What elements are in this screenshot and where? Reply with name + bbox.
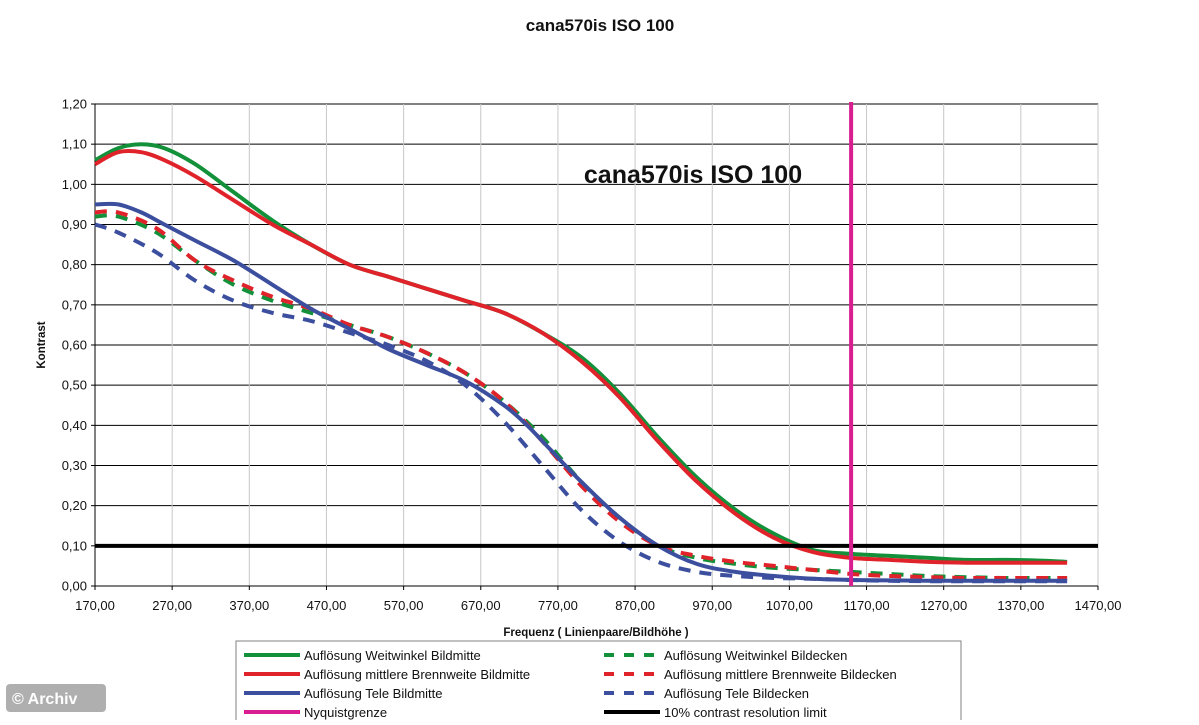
- series-line-aufl-sung-mittlere-brennweite-bildmitte: [94, 148, 1068, 565]
- x-tick-label-12: 1370,00: [997, 598, 1044, 613]
- y-tick-label-8: 0,80: [62, 257, 87, 272]
- x-tick-label-11: 1270,00: [920, 598, 967, 613]
- x-tick-label-2: 370,00: [229, 598, 269, 613]
- y-tick-label-6: 0,60: [62, 338, 87, 353]
- series-lines: [94, 102, 1098, 586]
- series-line-aufl-sung-mittlere-brennweite-bildecken: [94, 209, 1068, 581]
- legend: Auflösung Weitwinkel Bildmitte Auflösung …: [235, 640, 962, 722]
- y-tick-label-3: 0,30: [62, 458, 87, 473]
- y-tick-label-7: 0,70: [62, 297, 87, 312]
- y-tick-label-1: 0,10: [62, 538, 87, 553]
- x-axis-ticks: 170,00 270,00 370,00 470,00 570,00 670,00 770,…: [75, 586, 1122, 613]
- x-tick-label-1: 270,00: [152, 598, 192, 613]
- y-tick-label-10: 1,00: [62, 177, 87, 192]
- y-tick-label-11: 1,10: [62, 137, 87, 152]
- x-tick-label-9: 1070,00: [766, 598, 813, 613]
- y-tick-label-2: 0,20: [62, 498, 87, 513]
- x-tick-label-7: 870,00: [615, 598, 655, 613]
- legend-label-10-contrast-resolution-limit: 10% contrast resolution limit: [664, 705, 827, 720]
- legend-label-aufl-sung-weitwinkel-bildmitte: Auflösung Weitwinkel Bildmitte: [304, 648, 481, 663]
- y-tick-label-12: 1,20: [62, 97, 87, 112]
- credit-background: [6, 684, 106, 712]
- y-axis-ticks: 0,00 0,10 0,20 0,30 0,40 0,50 0,60 0,70 0,80 0,90…: [62, 97, 95, 594]
- y-tick-label-9: 0,90: [62, 217, 87, 232]
- credit-text: © Archiv: [12, 691, 78, 708]
- x-tick-label-6: 770,00: [538, 598, 578, 613]
- legend-label-nyquistgrenze: Nyquistgrenze: [304, 705, 387, 720]
- series-line-aufl-sung-tele-bildmitte: [94, 201, 1068, 583]
- legend-label-aufl-sung-tele-bildmitte: Auflösung Tele Bildmitte: [304, 686, 443, 701]
- x-tick-label-8: 970,00: [692, 598, 732, 613]
- x-tick-label-0: 170,00: [75, 598, 115, 613]
- x-axis-label: Frequenz ( Linienpaare/Bildhöhe ): [503, 627, 688, 639]
- x-tick-label-4: 570,00: [384, 598, 424, 613]
- legend-label-aufl-sung-tele-bildecken: Auflösung Tele Bildecken: [664, 686, 809, 701]
- legend-label-aufl-sung-weitwinkel-bildecken: Auflösung Weitwinkel Bildecken: [664, 648, 847, 663]
- inner-title: cana570is ISO 100: [584, 161, 802, 189]
- chart-title: cana570is ISO 100: [526, 16, 674, 35]
- x-tick-label-13: 1470,00: [1075, 598, 1122, 613]
- y-axis-label: Kontrast: [36, 321, 48, 368]
- legend-label-aufl-sung-mittlere-brennweite-bildecken: Auflösung mittlere Brennweite Bildecken: [664, 667, 897, 682]
- x-tick-label-3: 470,00: [307, 598, 347, 613]
- y-tick-label-0: 0,00: [62, 579, 87, 594]
- y-tick-label-5: 0,50: [62, 378, 87, 393]
- legend-label-aufl-sung-mittlere-brennweite-bildmitte: Auflösung mittlere Brennweite Bildmitte: [304, 667, 530, 682]
- x-tick-label-5: 670,00: [461, 598, 501, 613]
- legend-box: [235, 640, 962, 722]
- y-tick-label-4: 0,40: [62, 418, 87, 433]
- credit-badge: © Archiv: [6, 684, 106, 712]
- x-tick-label-10: 1170,00: [844, 598, 890, 613]
